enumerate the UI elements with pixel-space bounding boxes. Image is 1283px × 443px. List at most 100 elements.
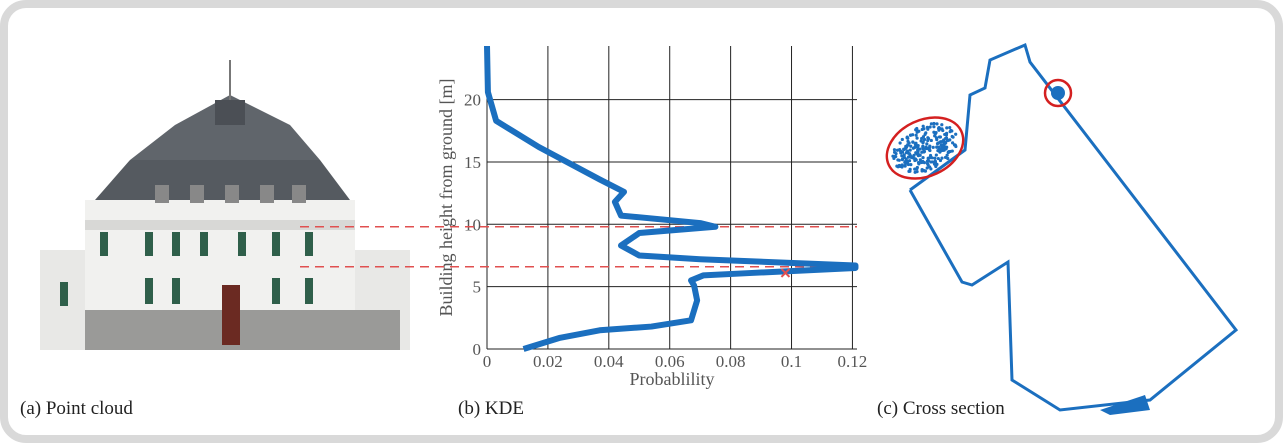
point bbox=[925, 142, 929, 146]
point bbox=[923, 132, 927, 137]
point bbox=[938, 158, 943, 163]
caption: (a) Point cloud bbox=[20, 398, 133, 419]
caption: (c) Cross section bbox=[877, 398, 1005, 419]
point bbox=[908, 148, 912, 152]
point bbox=[904, 161, 908, 165]
point bbox=[914, 133, 918, 137]
point bbox=[909, 144, 913, 148]
point bbox=[939, 143, 943, 147]
point bbox=[914, 158, 918, 162]
x-tick-label: 0 bbox=[483, 352, 492, 371]
point bbox=[905, 136, 909, 140]
point bbox=[925, 125, 929, 129]
x-tick-label: 0.02 bbox=[533, 352, 563, 371]
point bbox=[898, 141, 902, 145]
point bbox=[905, 149, 910, 153]
point bbox=[906, 155, 911, 159]
point bbox=[929, 122, 933, 126]
point bbox=[895, 164, 899, 168]
caption: (b) KDE bbox=[458, 398, 524, 419]
point bbox=[935, 122, 939, 126]
point bbox=[943, 155, 948, 160]
point bbox=[928, 144, 932, 148]
point bbox=[944, 136, 948, 140]
point bbox=[912, 153, 916, 157]
point bbox=[921, 159, 925, 164]
point bbox=[932, 130, 936, 134]
point bbox=[906, 143, 910, 147]
point bbox=[953, 143, 957, 147]
point bbox=[948, 125, 952, 130]
point bbox=[926, 163, 930, 167]
point bbox=[933, 156, 937, 160]
x-tick-label: 0.04 bbox=[594, 352, 624, 371]
point bbox=[907, 159, 912, 163]
point bbox=[900, 154, 904, 158]
x-tick-label: 0.06 bbox=[655, 352, 685, 371]
y-tick-label: 15 bbox=[464, 153, 481, 172]
point bbox=[908, 167, 912, 171]
y-axis-label: Building height from ground [m] bbox=[436, 79, 456, 317]
point bbox=[937, 135, 942, 139]
point bbox=[923, 169, 928, 173]
point bbox=[950, 129, 954, 133]
point bbox=[921, 144, 925, 148]
point bbox=[916, 145, 920, 149]
point bbox=[914, 141, 918, 145]
point bbox=[945, 126, 949, 130]
point bbox=[933, 159, 937, 163]
point bbox=[915, 167, 919, 171]
point bbox=[914, 151, 918, 155]
point bbox=[897, 163, 901, 168]
point bbox=[929, 138, 933, 143]
point bbox=[940, 127, 944, 131]
point bbox=[951, 135, 955, 139]
point bbox=[951, 141, 955, 145]
point bbox=[913, 170, 917, 174]
point bbox=[920, 136, 924, 141]
point bbox=[902, 153, 906, 157]
point bbox=[920, 150, 924, 154]
point bbox=[928, 125, 932, 129]
point bbox=[915, 136, 919, 140]
point bbox=[934, 136, 939, 140]
point bbox=[932, 162, 937, 166]
point bbox=[930, 156, 934, 160]
point bbox=[950, 149, 954, 153]
point bbox=[911, 140, 915, 144]
point bbox=[929, 160, 933, 164]
point bbox=[918, 153, 922, 157]
point bbox=[920, 127, 924, 132]
point bbox=[928, 153, 933, 158]
point bbox=[909, 155, 913, 159]
y-tick-label: 20 bbox=[464, 91, 481, 110]
point bbox=[896, 158, 900, 162]
kde-chart: 0 0.02 0.04 0.06 0.08 0.1 0.12 0 5 10 15 20 Probabli… bbox=[300, 45, 867, 389]
point bbox=[940, 156, 944, 160]
point bbox=[918, 158, 922, 162]
point bbox=[929, 167, 933, 171]
marker bbox=[780, 268, 791, 278]
x-tick-label: 0.08 bbox=[716, 352, 746, 371]
point bbox=[932, 125, 936, 129]
point bbox=[945, 153, 949, 157]
point bbox=[936, 126, 941, 130]
point bbox=[937, 145, 941, 149]
x-tick-label: 0.1 bbox=[781, 352, 802, 371]
point bbox=[921, 124, 925, 128]
point bbox=[892, 148, 897, 152]
point bbox=[926, 136, 930, 140]
point bbox=[921, 156, 925, 160]
point bbox=[932, 121, 936, 126]
point bbox=[921, 140, 925, 144]
point bbox=[894, 151, 898, 156]
point bbox=[901, 157, 905, 161]
point bbox=[925, 166, 929, 170]
y-tick-label: 5 bbox=[473, 278, 482, 297]
kde-line bbox=[484, 45, 859, 352]
point bbox=[914, 128, 918, 132]
point bbox=[913, 145, 917, 149]
point bbox=[936, 156, 940, 161]
